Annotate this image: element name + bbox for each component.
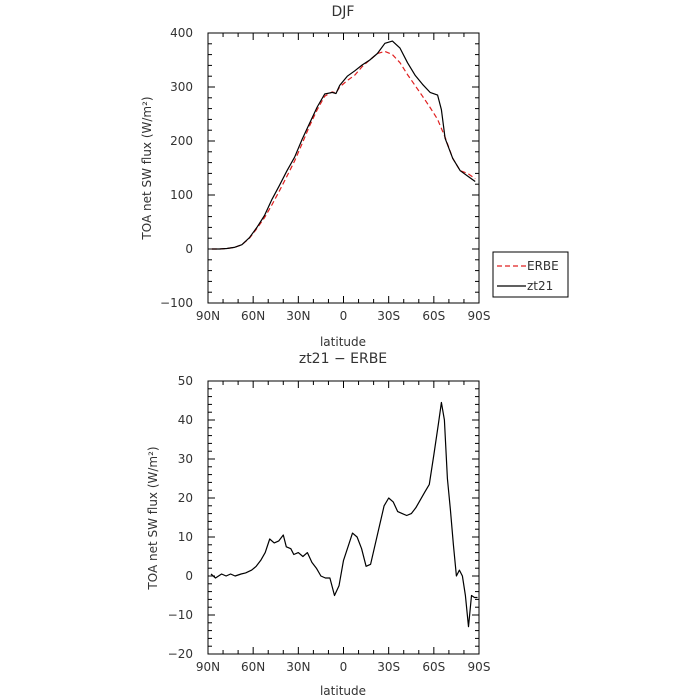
x-axis-label: latitude [320, 335, 366, 349]
chart-title: DJF [332, 4, 355, 20]
x-tick-label: 30N [286, 660, 310, 674]
x-ticks: 90N 60N 30N 0 30S 60S 90S [196, 381, 491, 674]
x-tick-label: 30N [286, 309, 310, 323]
y-tick-label: −20 [168, 647, 193, 661]
x-tick-label: 90S [468, 660, 491, 674]
series-line [210, 401, 478, 628]
series-lines [210, 401, 478, 628]
x-tick-label: 0 [340, 309, 348, 323]
y-tick-label: 200 [170, 134, 193, 148]
chart-title: zt21 − ERBE [299, 351, 387, 367]
x-tick-label: 90S [468, 309, 491, 323]
y-tick-label: 30 [178, 452, 193, 466]
panel-bottom: zt21 − ERBE latitude TOA net SW flux (W/… [146, 351, 490, 698]
y-tick-label: 0 [185, 569, 193, 583]
series-lines [211, 40, 476, 250]
y-tick-label: 40 [178, 413, 193, 427]
y-tick-label: 0 [185, 242, 193, 256]
x-tick-label: 60S [422, 309, 445, 323]
x-tick-label: 60N [241, 309, 265, 323]
legend-label-zt21: zt21 [527, 279, 553, 293]
y-ticks: 50 40 30 20 10 0 −10 −20 [168, 374, 479, 661]
y-tick-label: 10 [178, 530, 193, 544]
x-axis-label: latitude [320, 684, 366, 698]
y-tick-label: 300 [170, 80, 193, 94]
legend-box [492, 251, 569, 298]
x-tick-label: 30S [377, 309, 400, 323]
x-tick-label: 30S [377, 660, 400, 674]
y-tick-label: 100 [170, 188, 193, 202]
x-tick-label: 90N [196, 660, 220, 674]
y-tick-label: 400 [170, 26, 193, 40]
y-ticks: 400 300 200 100 0 −100 [160, 26, 479, 310]
y-tick-label: −10 [168, 608, 193, 622]
series-line-zt21 [211, 40, 476, 250]
legend-label-erbe: ERBE [527, 259, 559, 273]
y-tick-label: 50 [178, 374, 193, 388]
x-tick-label: 60N [241, 660, 265, 674]
x-ticks: 90N 60N 30N 0 30S 60S 90S [196, 33, 491, 323]
y-tick-label: 20 [178, 491, 193, 505]
x-tick-label: 90N [196, 309, 220, 323]
series-line-erbe [211, 50, 476, 250]
x-tick-label: 0 [340, 660, 348, 674]
x-tick-label: 60S [422, 660, 445, 674]
legend: ERBE zt21 [492, 251, 569, 298]
y-tick-label: −100 [160, 296, 193, 310]
y-axis-label: TOA net SW flux (W/m²) [146, 446, 160, 590]
panel-top: DJF latitude TOA net SW flux (W/m²) 90N 6… [140, 4, 569, 349]
y-axis-label: TOA net SW flux (W/m²) [140, 96, 154, 240]
